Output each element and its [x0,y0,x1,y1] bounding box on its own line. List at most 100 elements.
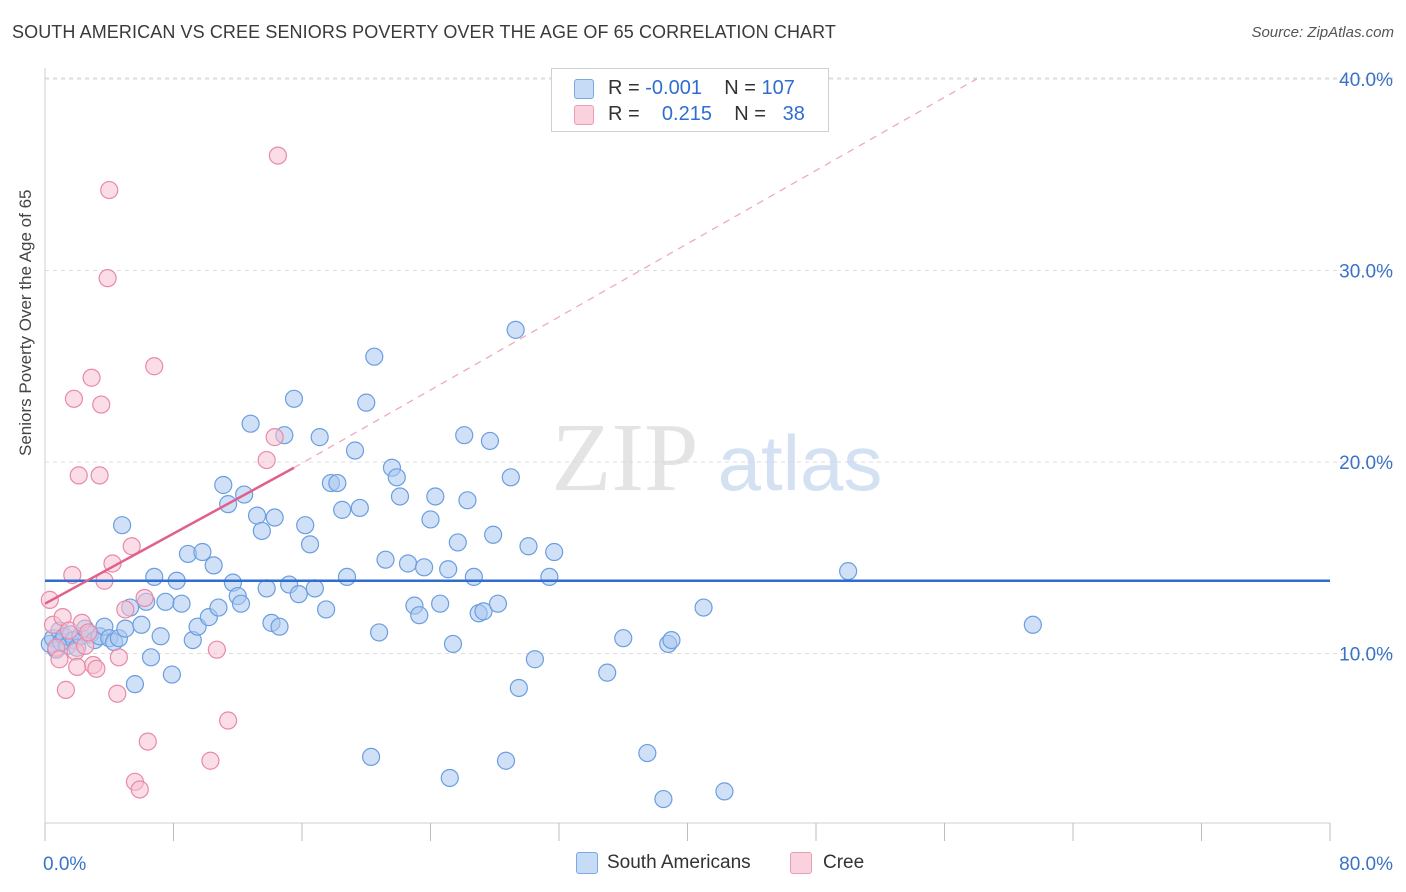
south-american-point [525,650,545,669]
cree-trend-line [44,466,295,605]
cree-point [257,450,276,470]
south-american-point [270,617,289,636]
south-american-point [333,500,352,519]
bottom-legend-label-blue: South Americans [607,852,751,873]
south-american-point [426,487,445,506]
south-american-point [474,602,493,621]
south-american-point [193,542,212,562]
legend-r-label: R = [608,103,646,125]
south-american-point [337,567,357,587]
legend-n-value: 38 [782,103,805,125]
south-american-point [455,426,474,445]
south-american-point [284,389,304,408]
south-american-point [141,648,161,667]
south-american-point [370,623,389,642]
cree-point [265,428,284,447]
axes [44,68,1331,841]
south-american-point [440,768,459,788]
south-american-point [839,562,858,581]
south-american-point [410,606,429,625]
south-american-point [614,629,633,648]
south-american-point [300,535,320,554]
cree-point [122,537,141,556]
cree-point [145,357,164,376]
bottom-legend-swatch-blue [576,852,598,874]
cree-point [79,623,98,642]
south-american-point [390,487,410,506]
watermark-zip: ZIP [552,404,699,512]
south-american-point [156,592,175,611]
south-american-point [496,751,516,770]
south-american-point [247,506,267,525]
south-american-point [506,320,525,339]
bottom-legend-label-pink: Cree [823,852,865,873]
cree-point [50,650,69,669]
south-american-point [345,441,365,460]
south-american-point [439,560,458,579]
south-american-point [289,585,308,604]
south-american-point [598,663,617,682]
south-american-point [231,594,251,613]
cree-point [268,146,288,165]
south-american-point [387,468,406,487]
legend-r-value: -0.001 [645,77,702,99]
cree-point [135,588,154,608]
south-american-point [214,475,233,495]
cree-point [63,565,82,585]
y-tick-label: 30.0% [1339,262,1393,283]
legend-n-value: 107 [761,77,795,99]
cree-point [87,659,106,678]
cree-point [68,657,87,677]
trend-lines [44,78,1330,605]
cree-point [207,640,226,659]
legend-r-value: 0.215 [661,103,712,125]
south-american-point [257,579,276,598]
correlation-legend: R = -0.001 N = 107 R = 0.215 N = 38 [551,68,829,132]
cree-point [109,648,128,667]
south-american-point [116,619,135,638]
south-american-point [305,579,324,598]
y-tick-label: 40.0% [1339,70,1393,91]
south-american-point [252,521,271,541]
cree-point [130,780,149,799]
x-tick-label-max: 80.0% [1339,854,1393,875]
south-american-point [540,567,559,587]
south-american-point [509,678,528,698]
south-american-point [209,598,228,617]
south-american-point [443,634,463,654]
south-american-point [296,516,315,535]
y-tick-label: 10.0% [1339,645,1393,666]
south-american-point [112,516,132,535]
south-american-point [414,558,434,577]
cree-point [98,269,117,288]
cree-point [69,466,88,485]
x-tick-label-min: 0.0% [43,854,86,875]
south-american-point [1023,615,1042,634]
chart-title: SOUTH AMERICAN VS CREE SENIORS POVERTY O… [12,22,837,42]
legend-text-blue: R = -0.001 N = 107 [608,77,795,100]
cree-trend-extension [293,78,977,469]
south-american-point [519,537,538,556]
south-american-point [654,789,673,809]
south-american-point [501,468,520,487]
cree-point [90,466,109,485]
zipatlas-watermark: ZIP atlas [552,404,883,512]
south-american-point [172,594,191,613]
legend-n-label: N = [724,77,762,99]
south-american-point [204,556,223,575]
south-american-point [350,498,369,518]
cree-point [82,368,101,387]
south-american-point [421,510,440,529]
south-american-point [151,627,170,646]
y-axis-label: Seniors Poverty Over the Age of 65 [16,189,35,456]
south-american-point [398,554,418,573]
south-americans-points [40,320,1042,809]
cree-point [108,684,127,703]
south-american-point [480,431,500,451]
south-american-point [162,665,181,684]
cree-point [116,600,135,619]
south-american-point [361,747,381,767]
south-american-point [431,594,450,613]
legend-swatch-pink [574,105,594,125]
